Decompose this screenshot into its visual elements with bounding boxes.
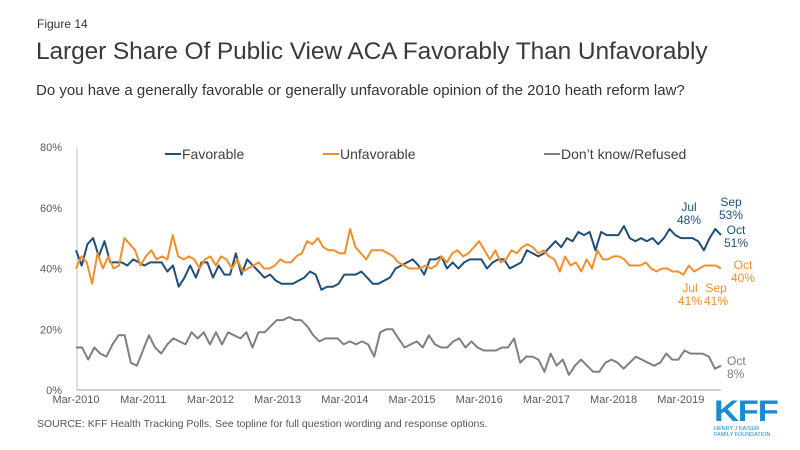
source-note: SOURCE: KFF Health Tracking Polls. See t… — [37, 418, 488, 430]
annotation-fav-jul-month: Jul — [681, 200, 696, 214]
annotation-fav-sep-month: Sep — [720, 195, 742, 209]
y-tick-label: 80% — [40, 142, 62, 154]
x-tick-label: Mar-2016 — [456, 394, 503, 406]
legend-label: Don’t know/Refused — [561, 146, 686, 162]
x-tick-label: Mar-2010 — [52, 394, 99, 406]
logo-line1: HENRY J KAISER — [714, 426, 760, 432]
chart-title: Larger Share Of Public View ACA Favorabl… — [36, 38, 708, 65]
kff-logo: KFF HENRY J KAISER FAMILY FOUNDATION — [714, 397, 784, 440]
legend-unfavorable: Unfavorable — [323, 146, 416, 162]
x-tick-label: Mar-2014 — [321, 394, 368, 406]
x-tick-label: Mar-2013 — [254, 394, 301, 406]
y-tick-label: 0% — [46, 385, 62, 397]
annotation-dk-oct-value: 8% — [727, 367, 745, 381]
legend-label: Unfavorable — [340, 146, 416, 162]
unfavorable-line — [75, 228, 722, 285]
annotation-fav-oct-month: Oct — [727, 223, 746, 237]
x-tick-label: Mar-2018 — [590, 394, 637, 406]
y-tick-label: 60% — [40, 203, 62, 215]
x-tick-label: Mar-2015 — [388, 394, 435, 406]
legend-dont-know: Don’t know/Refused — [544, 146, 686, 162]
annotation-dk-oct-month: Oct — [727, 354, 746, 368]
x-tick-label: Mar-2012 — [187, 394, 234, 406]
annotation-unf-jul-value: 41% — [678, 294, 702, 308]
annotation-unf-oct-value: 40% — [731, 271, 755, 285]
favorable-line — [75, 225, 722, 291]
legend-favorable: Favorable — [165, 146, 244, 162]
annotation-unf-jul-month: Jul — [682, 281, 697, 295]
x-tick-label: Mar-2011 — [120, 394, 166, 406]
legend-label: Favorable — [182, 146, 244, 162]
chart-subtitle: Do you have a generally favorable or gen… — [36, 82, 685, 99]
annotation-fav-oct-value: 51% — [724, 236, 748, 250]
annotation-unf-sep-value: 41% — [704, 294, 728, 308]
annotation-fav-sep-value: 53% — [719, 208, 743, 222]
annotation-fav-jul-value: 48% — [677, 213, 701, 227]
dont-know-line — [76, 316, 722, 376]
y-tick-label: 40% — [40, 264, 62, 276]
y-tick-label: 20% — [40, 324, 62, 336]
annotation-unf-sep-month: Sep — [705, 281, 727, 295]
annotation-unf-oct-month: Oct — [734, 258, 753, 272]
x-tick-label: Mar-2019 — [657, 394, 704, 406]
x-tick-label: Mar-2017 — [523, 394, 570, 406]
logo-line2: FAMILY FOUNDATION — [714, 432, 771, 438]
logo-wordmark: KFF — [714, 395, 779, 428]
figure-label: Figure 14 — [37, 17, 88, 31]
